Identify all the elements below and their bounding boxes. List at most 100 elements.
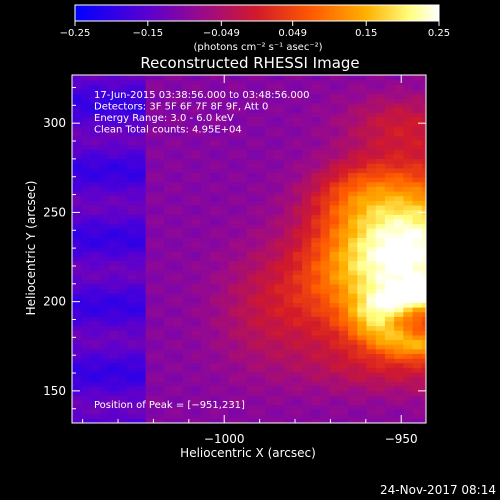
heatmap-cell: [302, 209, 312, 215]
heatmap-cell: [283, 358, 294, 364]
heatmap-cell: [366, 371, 377, 378]
heatmap-cell: [256, 371, 266, 378]
heatmap-cell: [81, 88, 91, 95]
heatmap-cell: [127, 358, 138, 364]
heatmap-cell: [384, 153, 395, 160]
heatmap-cell: [99, 218, 110, 225]
heatmap-cell: [127, 297, 138, 303]
heatmap-cell: [118, 334, 128, 341]
heatmap-cell: [384, 121, 395, 127]
heatmap-cell: [164, 371, 174, 378]
heatmap-cell: [421, 344, 426, 350]
heatmap-cell: [210, 139, 220, 146]
heatmap-cell: [265, 418, 276, 423]
heatmap-cell: [136, 167, 147, 174]
heatmap-cell: [283, 75, 294, 81]
heatmap-cell: [200, 395, 211, 401]
heatmap-cell: [311, 316, 322, 322]
heatmap-cell: [311, 381, 322, 387]
heatmap-cell: [219, 186, 230, 192]
heatmap-cell: [403, 144, 414, 150]
heatmap-cell: [265, 116, 276, 122]
heatmap-cell: [329, 84, 340, 90]
heatmap-cell: [421, 232, 426, 238]
heatmap-cell: [118, 316, 128, 322]
heatmap-cell: [283, 307, 294, 313]
heatmap-cell: [72, 279, 82, 285]
heatmap-cell: [219, 144, 230, 150]
heatmap-cell: [108, 135, 119, 141]
heatmap-cell: [127, 320, 138, 327]
heatmap-cell: [246, 200, 257, 206]
heatmap-cell: [237, 404, 248, 410]
heatmap-cell: [320, 223, 331, 229]
annotation-line: Energy Range: 3.0 - 6.0 keV: [94, 113, 234, 124]
heatmap-cell: [72, 98, 82, 104]
heatmap-cell: [338, 181, 349, 187]
heatmap-cell: [292, 242, 303, 248]
heatmap-cell: [348, 381, 358, 387]
heatmap-cell: [421, 139, 426, 146]
heatmap-cell: [348, 214, 358, 220]
heatmap-cell: [366, 297, 377, 303]
heatmap-cell: [145, 297, 156, 303]
heatmap-cell: [375, 339, 386, 345]
heatmap-cell: [182, 353, 193, 359]
heatmap-cell: [384, 269, 395, 276]
heatmap-cell: [375, 390, 386, 396]
heatmap-cell: [338, 265, 349, 271]
heatmap-cell: [421, 172, 426, 178]
heatmap-cell: [283, 265, 294, 271]
heatmap-cell: [357, 269, 368, 276]
heatmap-cell: [283, 269, 294, 276]
heatmap-cell: [292, 269, 303, 276]
heatmap-cell: [127, 135, 138, 141]
heatmap-cell: [302, 177, 312, 183]
heatmap-cell: [81, 413, 91, 419]
heatmap-cell: [210, 232, 220, 238]
heatmap-cell: [145, 409, 156, 415]
heatmap-cell: [118, 98, 128, 104]
heatmap-cell: [228, 228, 239, 234]
heatmap-cell: [348, 358, 358, 364]
heatmap-cell: [394, 191, 404, 197]
heatmap-cell: [246, 353, 257, 359]
heatmap-cell: [182, 339, 193, 345]
heatmap-cell: [127, 395, 138, 401]
heatmap-cell: [127, 177, 138, 183]
heatmap-cell: [394, 288, 404, 294]
heatmap-cell: [412, 75, 423, 81]
heatmap-cell: [210, 98, 220, 104]
heatmap-cell: [200, 88, 211, 95]
heatmap-cell: [421, 186, 426, 192]
heatmap-cell: [311, 334, 322, 341]
heatmap-cell: [357, 293, 368, 299]
heatmap-cell: [173, 135, 184, 141]
heatmap-cell: [182, 158, 193, 164]
heatmap-cell: [145, 237, 156, 243]
heatmap-cell: [210, 88, 220, 95]
heatmap-cell: [237, 232, 248, 238]
heatmap-cell: [90, 385, 101, 392]
heatmap-cell: [366, 121, 377, 127]
heatmap-cell: [256, 163, 266, 169]
heatmap-cell: [421, 390, 426, 396]
heatmap-cell: [108, 218, 119, 225]
heatmap-cell: [329, 200, 340, 206]
heatmap-cell: [127, 200, 138, 206]
heatmap-cell: [357, 93, 368, 99]
heatmap-cell: [412, 404, 423, 410]
heatmap-cell: [421, 288, 426, 294]
heatmap-cell: [164, 399, 174, 406]
heatmap-cell: [164, 84, 174, 90]
heatmap-cell: [90, 126, 101, 132]
heatmap-cell: [182, 112, 193, 118]
heatmap-cell: [338, 348, 349, 354]
heatmap-cell: [136, 191, 147, 197]
heatmap-cell: [338, 339, 349, 345]
heatmap-cell: [246, 339, 257, 345]
heatmap-cell: [256, 126, 266, 132]
heatmap-cell: [182, 102, 193, 109]
heatmap-cell: [173, 316, 184, 322]
